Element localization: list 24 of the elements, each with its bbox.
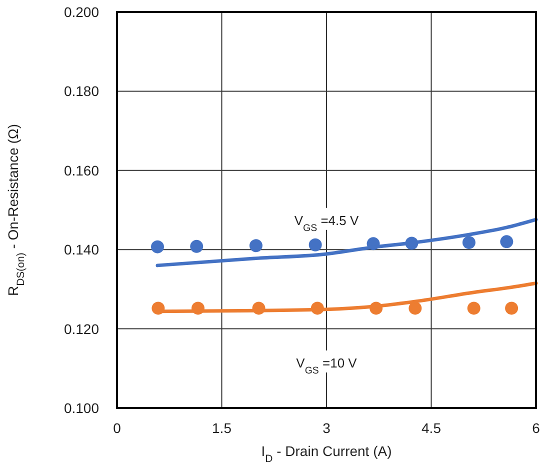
x-tick-label: 6 [532, 420, 540, 436]
x-tick-label: 3 [322, 420, 331, 436]
annotation: V$_{GS}$ =10 V [296, 355, 358, 376]
y-tick-label: 0.160 [64, 162, 100, 178]
y-tick-label: 0.200 [64, 4, 100, 20]
point [308, 238, 322, 252]
point [249, 239, 262, 252]
point [190, 240, 204, 253]
x-tick-label: 4.5 [422, 420, 442, 436]
line-series [156, 218, 538, 268]
point [500, 235, 514, 248]
point [467, 302, 480, 315]
point [505, 302, 518, 315]
point [408, 302, 422, 315]
x-tick-label: 1.5 [212, 420, 232, 436]
y-tick-label: 0.180 [64, 83, 100, 100]
y-tick-label: 0.100 [64, 400, 100, 416]
point [151, 240, 164, 254]
point [462, 236, 476, 249]
annotation: V$_{GS}$ =4.5 V [294, 212, 359, 234]
y-tick-label: 0.120 [64, 320, 100, 337]
x-axis-title: I$_{D}$ - Drain Current (A) [261, 443, 392, 465]
y-tick-label: 0.140 [64, 242, 100, 258]
x-tick-label: 0 [113, 420, 122, 436]
